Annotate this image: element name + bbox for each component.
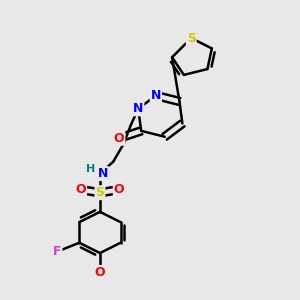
Text: N: N [151, 89, 161, 102]
Text: O: O [114, 183, 124, 196]
Text: O: O [76, 183, 86, 196]
Text: N: N [98, 167, 108, 180]
Text: S: S [187, 32, 196, 45]
Text: S: S [95, 186, 104, 199]
Text: H: H [86, 164, 96, 174]
Text: O: O [114, 132, 124, 145]
Text: O: O [94, 266, 105, 279]
Text: F: F [53, 245, 61, 258]
Text: N: N [133, 102, 143, 115]
